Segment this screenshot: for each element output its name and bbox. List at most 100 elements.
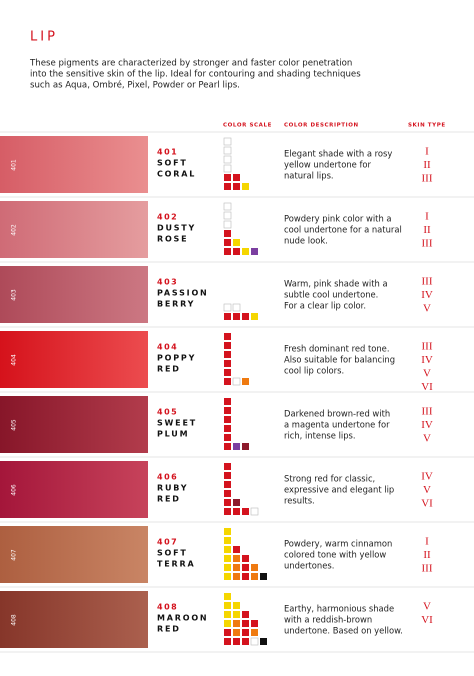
color-square — [224, 333, 231, 340]
color-square — [224, 230, 231, 237]
description: a magenta undertone for — [284, 420, 390, 430]
swatch-code: 404 — [11, 354, 18, 366]
swatch — [0, 266, 148, 323]
color-square — [251, 313, 258, 320]
name: RED — [157, 495, 181, 504]
name: ROSE — [157, 235, 188, 244]
name: RED — [157, 365, 181, 374]
color-square — [233, 248, 240, 255]
description: Earthy, harmonious shade — [284, 604, 394, 614]
skin-type: VI — [421, 381, 433, 393]
skin-type: IV — [421, 354, 433, 366]
color-square — [224, 481, 231, 488]
description: Also suitable for balancing — [284, 355, 395, 365]
skin-type: V — [423, 368, 431, 380]
color-square — [233, 555, 240, 562]
color-square — [242, 443, 249, 450]
color-square — [224, 248, 231, 255]
color-square — [233, 174, 240, 181]
color-square — [224, 611, 231, 618]
color-square — [224, 546, 231, 553]
name: PLUM — [157, 430, 189, 439]
color-square — [224, 602, 231, 609]
swatch-code: 401 — [11, 159, 18, 171]
color-square — [251, 248, 258, 255]
color-square — [224, 369, 231, 376]
color-square — [224, 342, 231, 349]
skin-type: V — [423, 303, 431, 315]
skin-type: V — [423, 484, 431, 496]
code: 404 — [157, 343, 178, 352]
color-square — [224, 463, 231, 470]
code: 408 — [157, 603, 178, 612]
skin-type: III — [422, 563, 433, 575]
name: TERRA — [157, 560, 195, 569]
color-square — [224, 528, 231, 535]
description: with a reddish-brown — [284, 615, 372, 625]
skin-type: II — [423, 224, 431, 236]
swatch — [0, 461, 148, 518]
color-square — [260, 573, 267, 580]
skin-type: IV — [421, 289, 433, 301]
description: cool lip colors. — [284, 366, 344, 376]
color-square — [223, 164, 232, 173]
color-square — [223, 303, 232, 312]
color-square — [242, 183, 249, 190]
color-square — [224, 313, 231, 320]
color-square — [242, 564, 249, 571]
description: nude look. — [284, 236, 328, 246]
color-square — [242, 313, 249, 320]
swatch — [0, 331, 148, 388]
skin-type: III — [422, 341, 433, 353]
color-square — [224, 564, 231, 571]
skin-type: IV — [421, 419, 433, 431]
color-square — [250, 507, 259, 516]
skin-type: I — [425, 536, 429, 548]
code: 402 — [157, 213, 178, 222]
swatch-code: 403 — [11, 289, 18, 301]
color-square — [233, 573, 240, 580]
color-square — [224, 434, 231, 441]
color-square — [233, 546, 240, 553]
color-square — [242, 248, 249, 255]
color-square — [224, 425, 231, 432]
color-square — [250, 637, 259, 646]
swatch — [0, 591, 148, 648]
description: natural lips. — [284, 171, 334, 181]
description: For a clear lip color. — [284, 301, 366, 311]
color-square — [223, 137, 232, 146]
color-square — [233, 620, 240, 627]
color-square — [224, 443, 231, 450]
skin-type: I — [425, 146, 429, 158]
intro-line: These pigments are characterized by stro… — [29, 59, 352, 69]
name: PASSION — [157, 289, 209, 298]
description: undertones. — [284, 561, 334, 571]
color-square — [224, 620, 231, 627]
color-square — [242, 378, 249, 385]
color-square — [224, 239, 231, 246]
intro-line: such as Aqua, Ombré, Pixel, Powder or Pe… — [30, 80, 240, 91]
skin-type: IV — [421, 471, 433, 483]
swatch — [0, 201, 148, 258]
skin-type: VI — [421, 614, 433, 626]
color-square — [233, 602, 240, 609]
color-square — [233, 611, 240, 618]
swatch — [0, 136, 148, 193]
color-square — [233, 638, 240, 645]
color-square — [224, 573, 231, 580]
description: undertone. Based on yellow. — [284, 626, 403, 636]
color-square — [233, 508, 240, 515]
color-square — [224, 351, 231, 358]
color-square — [260, 638, 267, 645]
name: MAROON — [157, 614, 208, 623]
color-square — [251, 629, 258, 636]
color-square — [233, 629, 240, 636]
column-header: COLOR SCALE — [223, 123, 272, 129]
description: expressive and elegant lip — [284, 485, 394, 495]
swatch-code: 405 — [11, 419, 18, 431]
color-square — [251, 573, 258, 580]
color-square — [224, 490, 231, 497]
title: LIP — [30, 30, 58, 45]
color-square — [233, 443, 240, 450]
